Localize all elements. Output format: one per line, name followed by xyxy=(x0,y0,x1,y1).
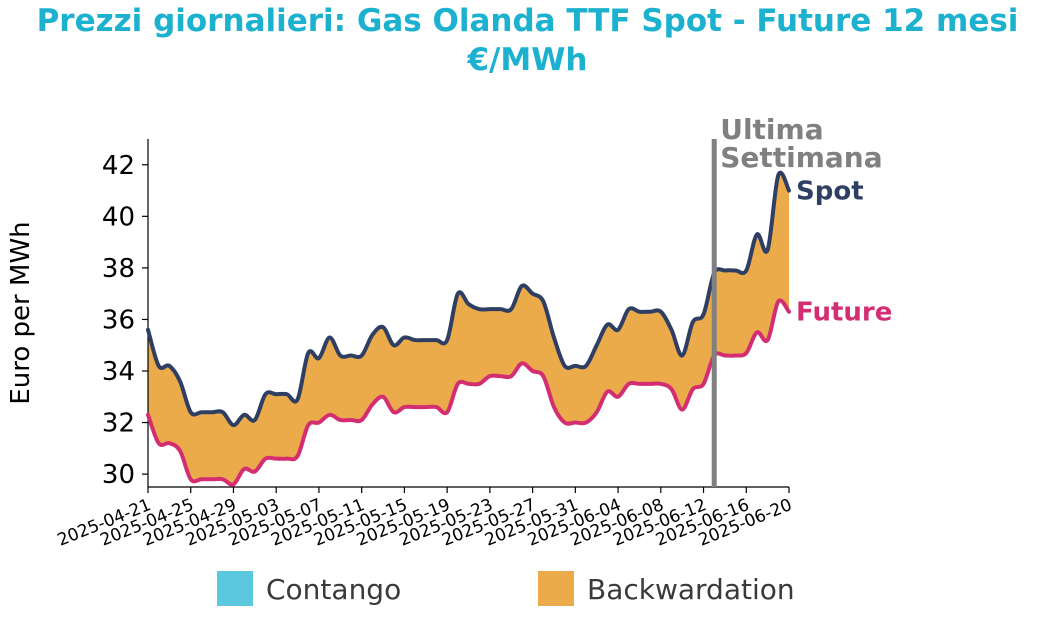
y-tick-label: 34 xyxy=(102,357,135,387)
last-week-label-line1: Ultima xyxy=(720,113,823,146)
chart-subtitle: €/MWh xyxy=(467,42,588,78)
spot-end-label: Spot xyxy=(796,177,864,207)
legend-swatch-contango xyxy=(217,571,253,606)
legend-label-contango: Contango xyxy=(266,573,401,606)
chart-title: Prezzi giornalieri: Gas Olanda TTF Spot … xyxy=(36,3,1019,39)
last-week-label-line2: Settimana xyxy=(720,141,882,174)
legend-label-backwardation: Backwardation xyxy=(587,573,795,606)
y-tick-label: 38 xyxy=(102,254,135,284)
future-line xyxy=(146,298,791,487)
y-tick-label: 32 xyxy=(102,409,135,439)
y-tick-label: 36 xyxy=(102,305,135,335)
y-tick-label: 42 xyxy=(102,151,135,181)
spot-line xyxy=(146,170,791,428)
backwardation-area xyxy=(148,172,789,485)
legend-swatch-backwardation xyxy=(538,571,574,606)
y-tick-label: 30 xyxy=(102,460,135,490)
y-axis-label: Euro per MWh xyxy=(6,221,36,404)
future-end-label: Future xyxy=(796,298,892,328)
y-tick-label: 40 xyxy=(102,202,135,232)
